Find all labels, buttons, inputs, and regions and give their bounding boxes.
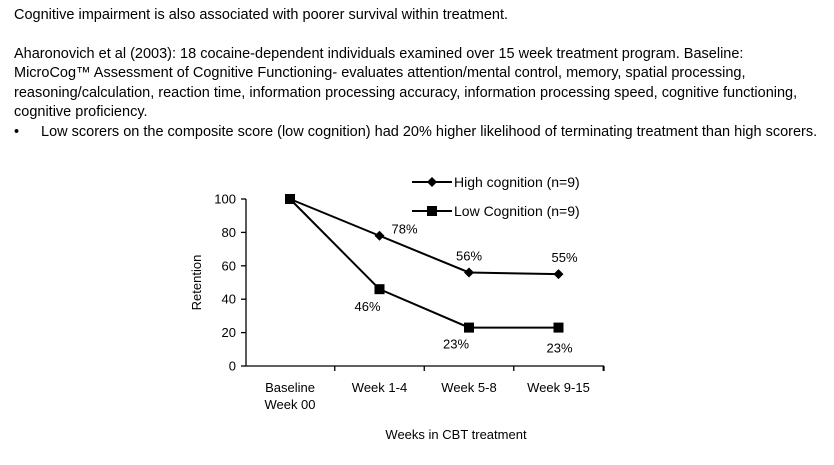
high-cognition-point	[464, 267, 474, 278]
legend-label: High cognition (n=9)	[454, 174, 580, 190]
legend-marker-icon	[427, 206, 437, 216]
x-tick-label: Baseline	[265, 380, 315, 395]
data-label: 23%	[443, 337, 469, 352]
data-label: 23%	[546, 341, 572, 356]
legend-label: Low Cognition (n=9)	[454, 203, 580, 219]
y-tick-label: 60	[222, 258, 236, 273]
y-tick-label: 80	[222, 225, 236, 240]
y-axis-title: Retention	[189, 255, 204, 311]
data-label: 46%	[354, 299, 380, 314]
intro-line: Cognitive impairment is also associated …	[14, 7, 509, 23]
y-tick-label: 40	[222, 292, 236, 307]
data-label: 56%	[456, 248, 482, 263]
bullet-text: Low scorers on the composite score (low …	[41, 123, 818, 140]
data-label: 78%	[391, 222, 417, 237]
retention-chart: 0 20 40 60 80 100 Baseline Week 00 Week 1-4 Week …	[189, 174, 605, 442]
high-cognition-point	[553, 269, 564, 280]
x-tick-label: Week 1-4	[352, 380, 407, 395]
x-tick-label: Week 00	[264, 397, 315, 412]
high-cognition-point	[374, 230, 385, 241]
spacer	[14, 26, 824, 45]
low-cognition-line	[289, 198, 559, 329]
study-paragraph: Aharonovich et al (2003): 18 cocaine-dep…	[14, 45, 798, 121]
data-label: 55%	[551, 250, 577, 265]
bullet-item: • Low scorers on the composite score (lo…	[14, 123, 824, 143]
y-tick-label: 100	[214, 192, 236, 207]
low-cognition-point	[374, 284, 385, 295]
x-tick-label: Week 9-15	[527, 380, 590, 395]
y-tick-label: 20	[222, 325, 236, 340]
low-cognition-point	[553, 322, 564, 333]
x-axis-title: Weeks in CBT treatment	[385, 427, 527, 442]
high-cognition-line	[289, 198, 559, 276]
y-tick-label: 0	[229, 359, 236, 374]
low-cognition-point	[464, 322, 474, 333]
slide-text: Cognitive impairment is also associated …	[14, 6, 824, 142]
x-tick-label: Week 5-8	[441, 380, 496, 395]
low-cognition-point	[285, 194, 295, 204]
legend-marker-icon	[427, 177, 437, 187]
bullet-dot-icon: •	[14, 123, 20, 140]
